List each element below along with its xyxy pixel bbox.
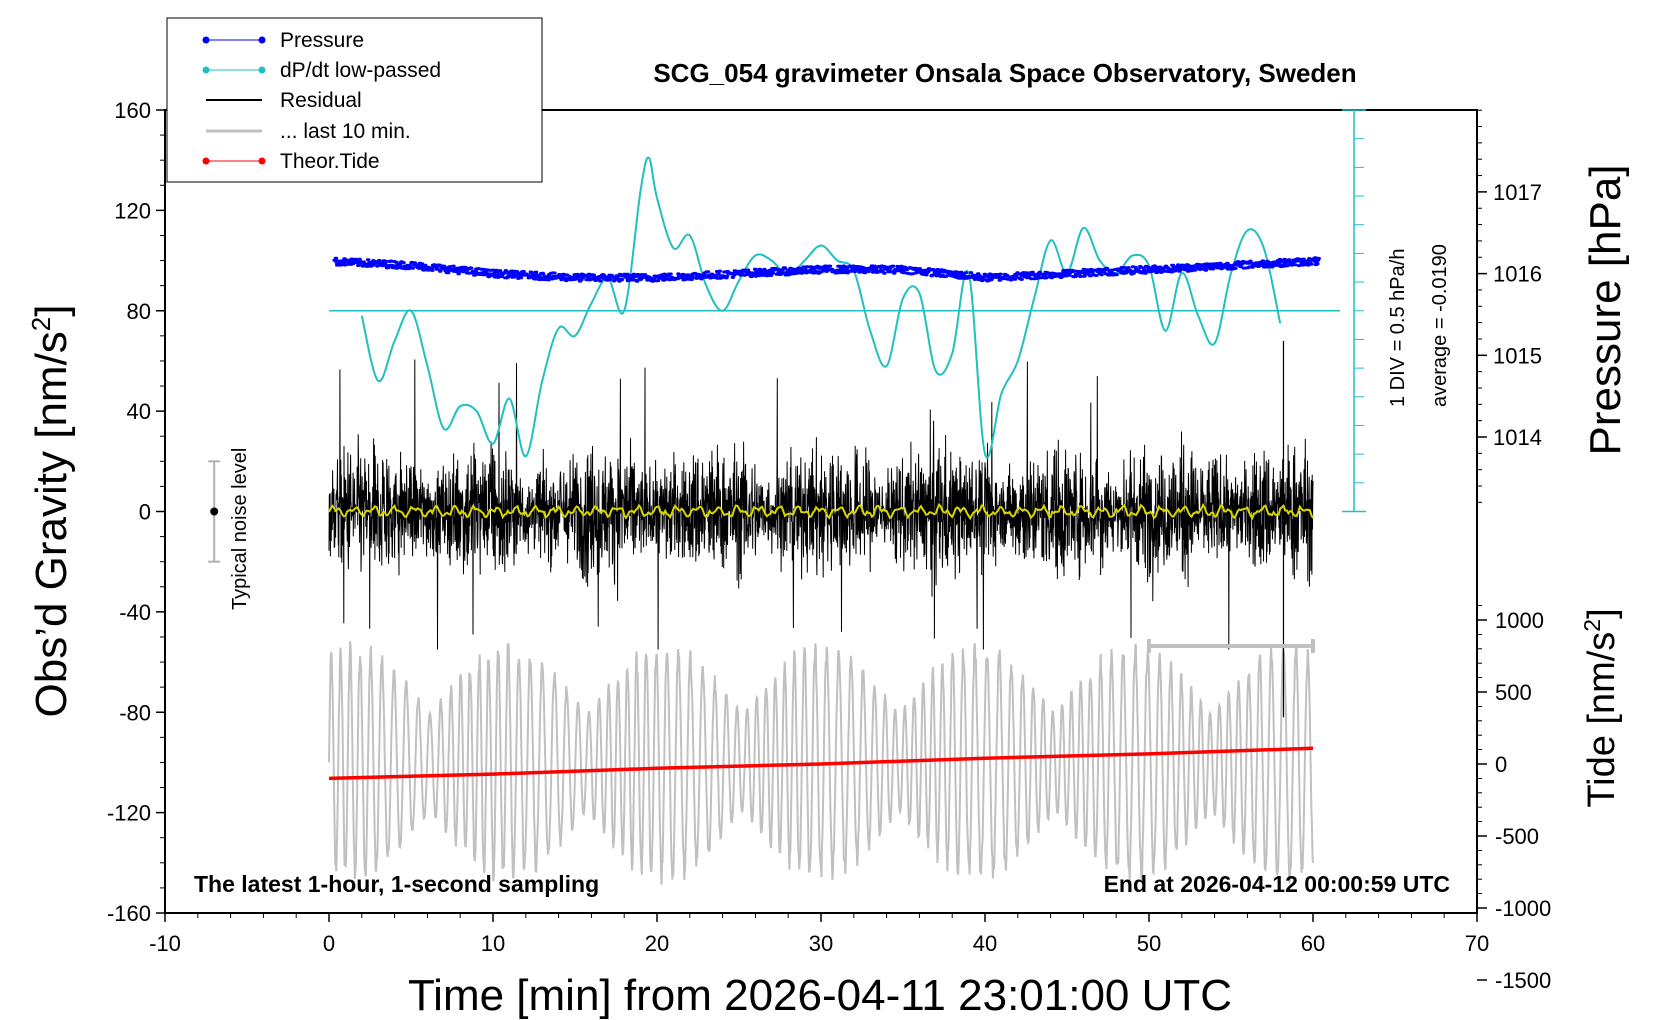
x-axis-label: Time [min] from 2026-04-11 23:01:00 UTC — [408, 971, 1232, 1020]
residual-smoothed-line — [328, 502, 1314, 521]
y-axis-gravity: -160 -120 -80 -40 0 40 80 120 160 — [107, 98, 165, 926]
noise-level-bar — [208, 460, 221, 563]
x-tick-label: 10 — [481, 931, 505, 956]
legend-label-residual: Residual — [280, 89, 362, 112]
series-residual — [328, 340, 1314, 718]
y-tick-label: 80 — [127, 299, 151, 324]
tide-line — [328, 746, 1314, 781]
x-tick-label: 70 — [1465, 931, 1489, 956]
legend-entry-last10: ... last 10 min. — [206, 120, 411, 143]
y-tick-label: 160 — [114, 98, 151, 123]
legend-label-last10: ... last 10 min. — [280, 120, 411, 143]
residual-line — [328, 359, 1314, 650]
x-tick-label: 0 — [323, 931, 335, 956]
x-tick-label: 20 — [645, 931, 669, 956]
series-dpdt-low-passed — [329, 156, 1340, 459]
legend-entry-tide: Theor.Tide — [202, 150, 380, 173]
y-axis-label-pressure: Pressure [hPa] — [1581, 164, 1630, 455]
x-tick-label: 40 — [973, 931, 997, 956]
y-tick-label: 0 — [139, 500, 151, 525]
tide-tick-label: 0 — [1495, 752, 1507, 777]
tide-tick-label: -500 — [1495, 824, 1539, 849]
legend-entry-pressure: Pressure — [202, 29, 364, 52]
legend-entry-residual: Residual — [206, 89, 362, 112]
x-tick-label: 30 — [809, 931, 833, 956]
dpdt-average-label: average = -0.0190 — [1429, 244, 1451, 407]
y-axis-pressure: 1014 1015 1016 1017 — [1477, 109, 1542, 503]
y-axis-label-tide: Tide [nm/s2] — [1579, 608, 1623, 807]
sampling-note: The latest 1-hour, 1-second sampling — [194, 871, 599, 897]
noise-level-label: Typical noise level — [229, 448, 251, 610]
x-tick-label: 50 — [1137, 931, 1161, 956]
legend-label-dpdt: dP/dt low-passed — [280, 59, 441, 82]
dpdt-scale-bar — [1342, 109, 1366, 513]
tide-tick-label: -1000 — [1495, 896, 1551, 921]
series-pressure — [332, 256, 1321, 283]
legend-label-pressure: Pressure — [280, 29, 364, 52]
x-tick-label: -10 — [149, 931, 181, 956]
y-axis-label-gravity: Obs’d Gravity [nm/s2] — [26, 304, 76, 717]
series-residual-smoothed — [328, 502, 1314, 521]
x-tick-label: 60 — [1301, 931, 1325, 956]
pressure-tick-label: 1015 — [1493, 343, 1542, 368]
y-tick-label: 120 — [114, 198, 151, 223]
noise-bar-center — [210, 507, 219, 516]
y-axis-tide: -1500 -1000 -500 0 500 1000 — [1477, 605, 1551, 993]
pressure-tick-label: 1016 — [1493, 262, 1542, 287]
x-axis: -10 0 10 20 30 40 50 60 70 — [149, 913, 1489, 956]
tide-tick-label: -1500 — [1495, 968, 1551, 993]
y-tick-label: -80 — [119, 700, 151, 725]
y-tick-label: 40 — [127, 399, 151, 424]
dpdt-scale-label: 1 DIV = 0.5 hPa/h — [1387, 249, 1409, 407]
tide-tick-label: 1000 — [1495, 608, 1544, 633]
legend-label-tide: Theor.Tide — [280, 150, 380, 173]
end-time-note: End at 2026-04-12 00:00:59 UTC — [1104, 871, 1450, 897]
pressure-line — [332, 256, 1321, 283]
pressure-tick-label: 1014 — [1493, 425, 1542, 450]
y-tick-label: -120 — [107, 801, 151, 826]
tide-tick-label: 500 — [1495, 680, 1532, 705]
last-10-min-bar — [1147, 639, 1315, 653]
dpdt-line — [360, 156, 1282, 459]
pressure-tick-label: 1017 — [1493, 180, 1542, 205]
series-last-10-min — [328, 641, 1314, 885]
last-10-min-line — [328, 641, 1314, 885]
legend: Pressure dP/dt low-passed Residual ... l… — [166, 17, 543, 183]
series-theor-tide — [328, 746, 1314, 781]
chart-title: SCG_054 gravimeter Onsala Space Observat… — [653, 58, 1356, 88]
y-tick-label: -160 — [107, 901, 151, 926]
y-tick-label: -40 — [119, 600, 151, 625]
legend-entry-dpdt: dP/dt low-passed — [202, 59, 441, 82]
